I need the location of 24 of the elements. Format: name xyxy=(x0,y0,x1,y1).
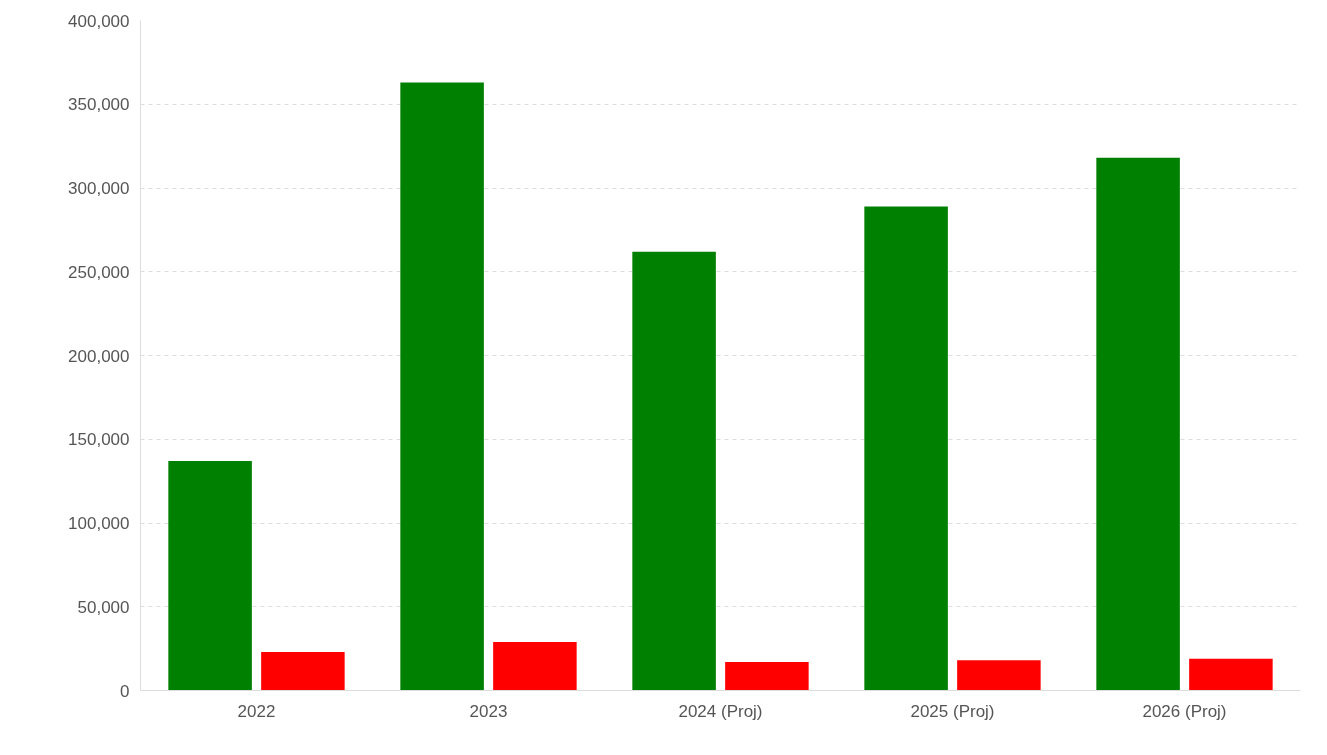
bar xyxy=(400,82,484,691)
y-tick-label: 200,000 xyxy=(68,346,130,366)
bar xyxy=(1189,658,1273,691)
y-tick-label: 0 xyxy=(120,681,130,701)
bar xyxy=(493,641,577,691)
y-tick-label: 100,000 xyxy=(68,514,130,533)
bar xyxy=(1096,157,1180,691)
x-tick-label: 2025 (Proj) xyxy=(910,701,995,721)
bar xyxy=(168,461,252,691)
bar xyxy=(632,251,716,691)
bar xyxy=(725,662,809,691)
bar xyxy=(864,206,948,691)
y-tick-label: 250,000 xyxy=(68,262,130,282)
x-tick-label: 2023 xyxy=(469,701,508,721)
bar xyxy=(261,651,345,691)
x-tick-label: 2022 xyxy=(237,701,276,721)
y-tick-label: 50,000 xyxy=(77,597,130,617)
y-tick-label: 150,000 xyxy=(68,430,130,450)
y-tick-label: 400,000 xyxy=(68,11,130,31)
x-tick-label: 2024 (Proj) xyxy=(678,701,763,721)
bar xyxy=(957,660,1041,691)
x-tick-label: 2026 (Proj) xyxy=(1142,701,1227,721)
y-tick-label: 350,000 xyxy=(68,95,130,115)
y-tick-label: 300,000 xyxy=(68,179,130,198)
